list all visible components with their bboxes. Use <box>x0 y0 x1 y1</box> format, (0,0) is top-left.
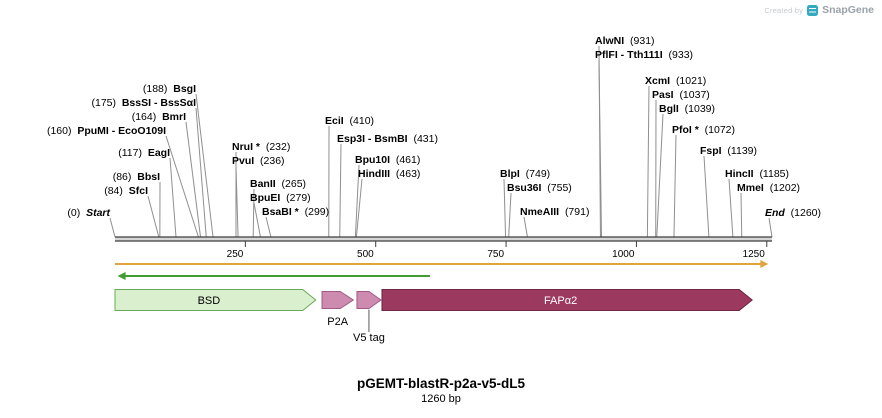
sequence-ruler <box>115 237 772 241</box>
site-label-nmeaiii[interactable]: NmeAIII (791) <box>520 206 589 218</box>
site-label-bpu10i[interactable]: Bpu10I (461) <box>355 154 420 166</box>
site-label-pasi[interactable]: PasI (1037) <box>652 89 710 101</box>
snapgene-brand-text: SnapGene <box>822 4 874 16</box>
site-label-ecii[interactable]: EciI (410) <box>325 115 374 127</box>
site-label-alwni[interactable]: AlwNI (931) <box>595 35 655 47</box>
site-label-hincii[interactable]: HincII (1185) <box>725 168 789 180</box>
leader-line-sfci <box>147 195 160 238</box>
leader-line-ppumi-ecoo109i <box>165 135 199 238</box>
leader-line-pfoi <box>673 134 677 238</box>
feature-arrow-fap-2[interactable] <box>381 289 753 311</box>
site-label-esp3i-bsmbi[interactable]: Esp3I - BsmBI (431) <box>337 133 438 145</box>
site-label-bsu36i[interactable]: Bsu36I (755) <box>507 182 572 194</box>
leader-line-eagi <box>169 157 177 238</box>
leader-line-bmri <box>185 121 202 238</box>
feature-label-p2a: P2A <box>327 316 348 328</box>
leader-line-bsabi <box>265 216 272 238</box>
site-label-mmei[interactable]: MmeI (1202) <box>737 182 800 194</box>
leader-line-blpi <box>503 178 507 238</box>
site-label-bsssi-bsss-i[interactable]: (175) BssSI - BssSαI <box>91 97 196 109</box>
orf-arrowhead-left <box>117 272 126 280</box>
feature-label-bsd: BSD <box>198 295 221 307</box>
feature-arrow-v5-tag[interactable] <box>356 291 382 309</box>
site-label-bmri[interactable]: (164) BmrI <box>132 111 186 123</box>
leader-line-hincii <box>728 178 734 238</box>
site-label-bsgi[interactable]: (188) BsgI <box>143 83 196 95</box>
site-label-bpuei[interactable]: BpuEI (279) <box>250 192 311 204</box>
title-block: pGEMT-blastR-p2a-v5-dL5 1260 bp <box>0 376 882 405</box>
site-label-pvui[interactable]: PvuI (236) <box>232 155 285 167</box>
leader-line-bsgi <box>195 93 214 238</box>
site-label-bgli[interactable]: BglI (1039) <box>659 103 715 115</box>
ruler-tick-label: 500 <box>357 249 374 260</box>
leader-line-start <box>109 217 116 238</box>
feature-label-v5-tag: V5 tag <box>353 332 385 344</box>
leader-line-esp3i-bsmbi <box>339 143 342 238</box>
leader-line-pvui <box>235 165 239 238</box>
leader-line-bpuei <box>253 202 261 238</box>
site-label-banii[interactable]: BanII (265) <box>250 178 306 190</box>
site-label-pflfi-tth111i[interactable]: PflFI - Tth111I (933) <box>595 49 693 61</box>
created-by-text: Created by <box>764 5 804 15</box>
leader-line-bsu36i <box>508 192 512 238</box>
site-label-end[interactable]: End (1260) <box>765 207 821 219</box>
leader-line-end <box>768 217 773 238</box>
leader-line-xcmi <box>646 85 650 238</box>
ruler-tick-label: 1250 <box>743 249 766 260</box>
ruler-tick-label: 250 <box>227 249 244 260</box>
feature-label-fap-2: FAPα2 <box>544 295 577 307</box>
snapgene-credit: Created by SnapGene <box>764 4 874 16</box>
leader-line-hindiii <box>355 178 363 238</box>
feature-arrow-bsd[interactable] <box>114 289 317 311</box>
orf-arrowhead-right <box>760 260 769 268</box>
site-label-start[interactable]: (0) Start <box>67 207 110 219</box>
sequence-length: 1260 bp <box>421 393 461 405</box>
ruler-tick-label: 750 <box>487 249 504 260</box>
leader-line-bsssi-bsss-i <box>195 107 207 238</box>
site-label-xcmi[interactable]: XcmI (1021) <box>645 75 706 87</box>
ruler-tick-label: 1000 <box>612 249 635 260</box>
leader-line-mmei <box>740 192 743 238</box>
snapgene-logo-icon <box>807 4 819 16</box>
site-label-pfoi[interactable]: PfoI * (1072) <box>672 124 735 136</box>
site-label-bbsi[interactable]: (86) BbsI <box>113 171 160 183</box>
site-label-ppumi-ecoo109i[interactable]: (160) PpuMI - EcoO109I <box>47 125 166 137</box>
leader-line-pflfi-tth111i <box>598 59 602 238</box>
leader-line-bgli <box>656 113 664 238</box>
site-label-nrui[interactable]: NruI * (232) <box>232 141 290 153</box>
site-label-sfci[interactable]: (84) SfcI <box>104 185 148 197</box>
site-label-eagi[interactable]: (117) EagI <box>118 147 170 159</box>
site-label-bsabi[interactable]: BsaBI * (299) <box>262 206 329 218</box>
site-label-hindiii[interactable]: HindIII (463) <box>358 168 420 180</box>
leader-line-bpu10i <box>354 164 360 238</box>
site-label-fspi[interactable]: FspI (1139) <box>700 145 757 157</box>
feature-arrow-p2a[interactable] <box>321 291 355 309</box>
leader-line-fspi <box>703 155 710 238</box>
leader-line-banii <box>252 188 255 238</box>
leader-line-nmeaiii <box>523 216 528 238</box>
site-label-blpi[interactable]: BlpI (749) <box>500 168 550 180</box>
sequence-title: pGEMT-blastR-p2a-v5-dL5 <box>356 376 526 391</box>
